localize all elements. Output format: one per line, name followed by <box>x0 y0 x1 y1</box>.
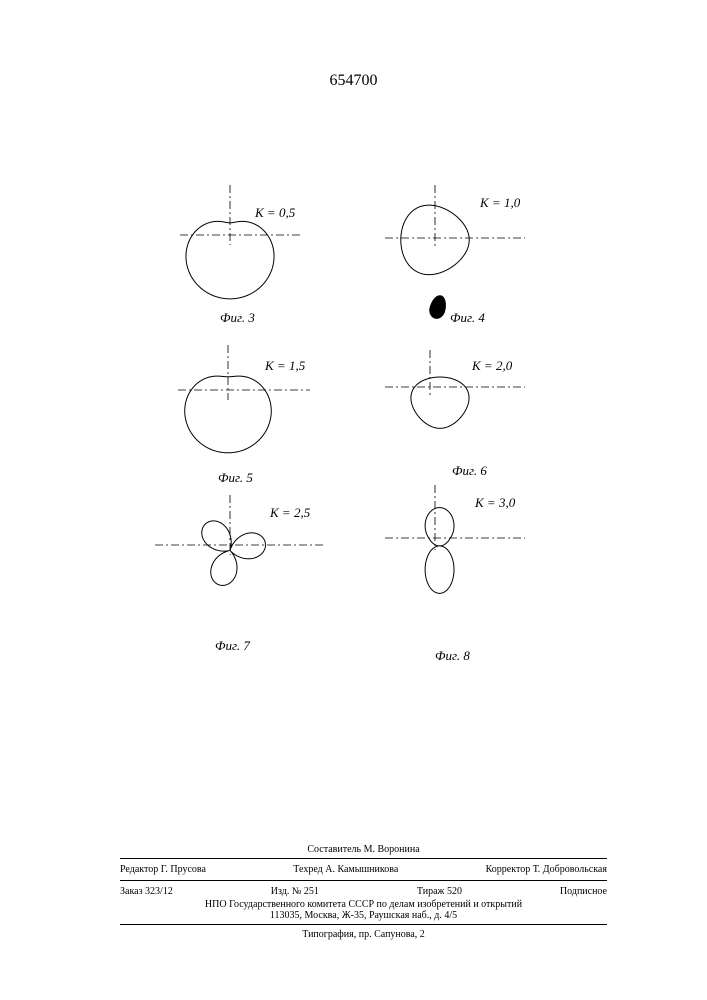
figure-4: K = 1,0 Фиг. 4 <box>380 180 530 335</box>
figure-label: Фиг. 6 <box>452 463 487 479</box>
footer-divider <box>120 880 607 881</box>
composer-line: Составитель М. Воронина <box>120 844 607 855</box>
k-label: K = 1,5 <box>265 358 305 374</box>
tiraz-label: Тираж 520 <box>417 886 462 897</box>
figure-label: Фиг. 7 <box>215 638 250 654</box>
figure-label: Фиг. 3 <box>220 310 255 326</box>
org-line-2: 113035, Москва, Ж-35, Раушская наб., д. … <box>120 910 607 921</box>
trochoid-curve <box>185 376 272 453</box>
trochoid-curve <box>425 508 454 594</box>
subscription-label: Подписное <box>560 886 607 897</box>
typo-line: Типография, пр. Сапунова, 2 <box>120 929 607 940</box>
izd-label: Изд. № 251 <box>271 886 319 897</box>
order-row: Заказ 323/12 Изд. № 251 Тираж 520 Подпис… <box>120 884 607 899</box>
figure-7: K = 2,5 Фиг. 7 <box>150 490 330 665</box>
order-label: Заказ 323/12 <box>120 886 173 897</box>
editor-label: Редактор Г. Прусова <box>120 864 206 875</box>
figures-container: K = 0,5Фиг. 3K = 1,0Фиг. 4K = 1,5Фиг. 5K… <box>120 180 560 680</box>
figure-label: Фиг. 4 <box>450 310 485 326</box>
figure-3: K = 0,5 Фиг. 3 <box>160 180 310 335</box>
corrector-label: Корректор Т. Добровольская <box>486 864 607 875</box>
techred-label: Техред А. Камышникова <box>293 864 398 875</box>
footer-divider <box>120 858 607 859</box>
trochoid-curve <box>411 377 469 428</box>
org-line-1: НПО Государственного комитета СССР по де… <box>120 899 607 910</box>
k-label: K = 2,0 <box>472 358 512 374</box>
k-label: K = 0,5 <box>255 205 295 221</box>
trochoid-curve <box>202 521 266 586</box>
k-label: K = 3,0 <box>475 495 515 511</box>
editor-row: Редактор Г. Прусова Техред А. Камышников… <box>120 862 607 877</box>
figure-svg <box>160 180 310 310</box>
k-label: K = 2,5 <box>270 505 310 521</box>
figure-label: Фиг. 8 <box>435 648 470 664</box>
figure-6: K = 2,0 Фиг. 6 <box>380 345 530 490</box>
trochoid-curve <box>186 221 274 298</box>
page-number: 654700 <box>330 72 378 90</box>
footer-section: Составитель М. Воронина Редактор Г. Прус… <box>120 844 607 940</box>
footer-divider <box>120 924 607 925</box>
figure-5: K = 1,5 Фиг. 5 <box>160 340 320 495</box>
k-label: K = 1,0 <box>480 195 520 211</box>
figure-label: Фиг. 5 <box>218 470 253 486</box>
figure-8: K = 3,0 Фиг. 8 <box>380 480 530 675</box>
